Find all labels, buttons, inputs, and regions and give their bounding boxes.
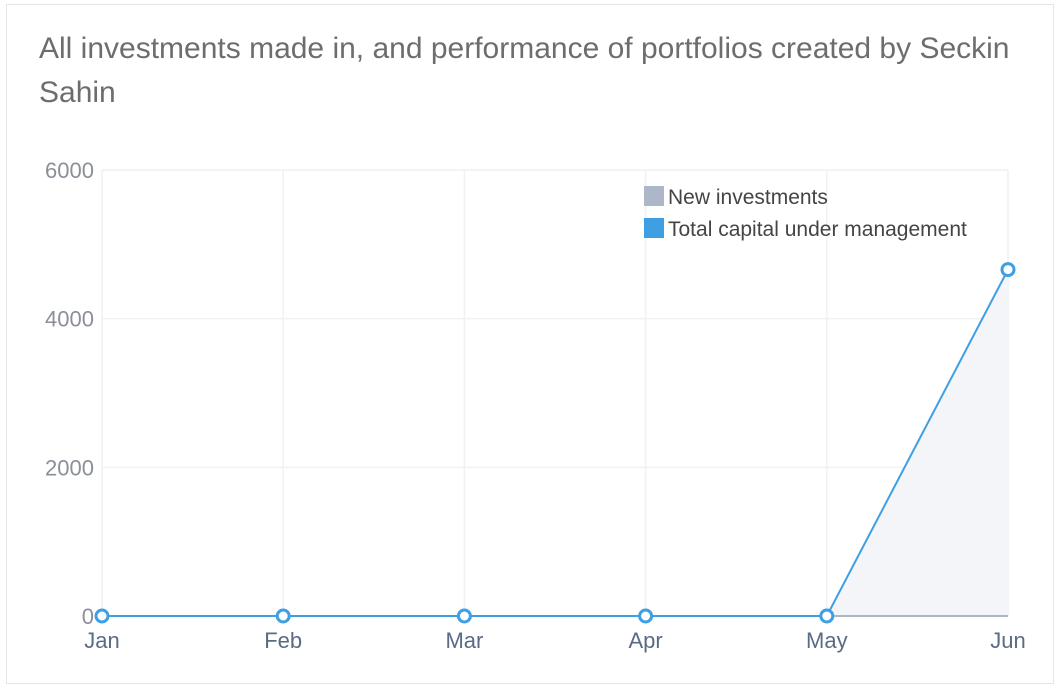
data-point[interactable] bbox=[275, 608, 291, 624]
x-tick-label: Jun bbox=[990, 628, 1025, 653]
y-tick-label: 6000 bbox=[45, 158, 94, 183]
data-point[interactable] bbox=[638, 608, 654, 624]
area-layer bbox=[102, 269, 1008, 616]
x-tick-label: Apr bbox=[628, 628, 662, 653]
x-tick-label: May bbox=[806, 628, 848, 653]
legend-label[interactable]: Total capital under management bbox=[668, 218, 967, 241]
y-tick-label: 0 bbox=[82, 604, 94, 629]
point-layer bbox=[94, 262, 1016, 624]
y-tick-label: 4000 bbox=[45, 307, 94, 332]
chart-title: All investments made in, and performance… bbox=[39, 32, 1010, 109]
legend-swatch bbox=[644, 218, 664, 238]
data-point[interactable] bbox=[94, 608, 110, 624]
data-point[interactable] bbox=[1000, 262, 1016, 278]
x-tick-label: Mar bbox=[445, 628, 483, 653]
data-point[interactable] bbox=[456, 608, 472, 624]
y-axis: 0 2000 4000 6000 bbox=[45, 158, 94, 629]
y-tick-label: 2000 bbox=[45, 455, 94, 480]
line-layer bbox=[102, 269, 1009, 617]
legend-label[interactable]: New investments bbox=[668, 186, 828, 209]
legend-swatch bbox=[644, 186, 664, 206]
chart-card: All investments made in, and performance… bbox=[6, 4, 1054, 684]
x-tick-label: Feb bbox=[264, 628, 302, 653]
series-line-1 bbox=[102, 269, 1009, 617]
x-axis: Jan Feb Mar Apr May Jun bbox=[84, 628, 1025, 653]
series-area-1 bbox=[102, 269, 1008, 616]
data-point[interactable] bbox=[819, 608, 835, 624]
x-tick-label: Jan bbox=[84, 628, 119, 653]
legend: New investments Total capital under manag… bbox=[644, 186, 967, 241]
